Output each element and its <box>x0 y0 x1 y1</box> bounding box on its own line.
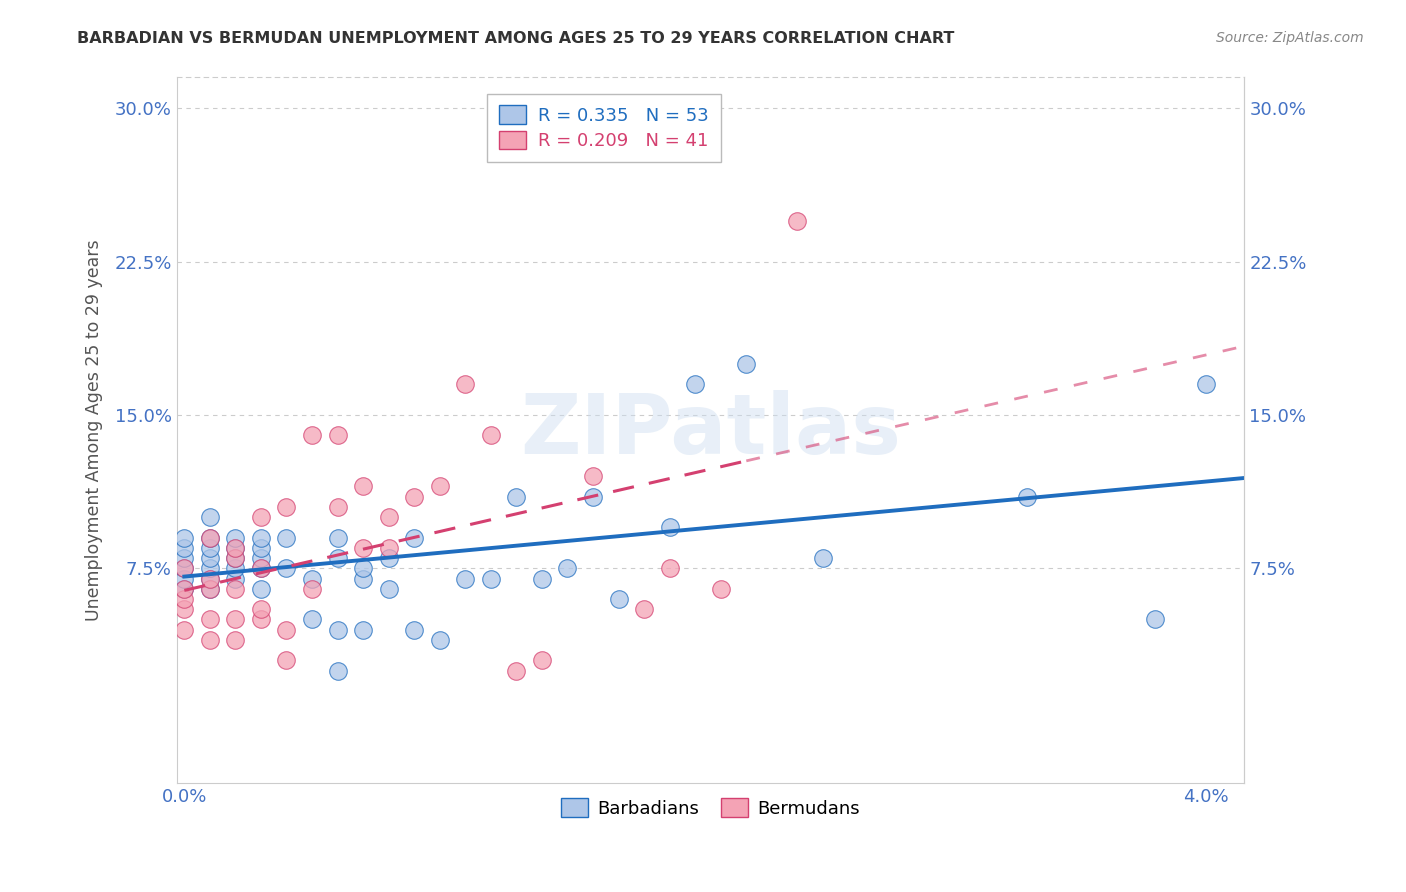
Point <box>224 632 246 647</box>
Point <box>276 653 298 667</box>
Point <box>198 531 221 545</box>
Point <box>352 541 374 555</box>
Point <box>352 561 374 575</box>
Point <box>582 490 605 504</box>
Point <box>224 541 246 555</box>
Point <box>633 602 655 616</box>
Point <box>224 572 246 586</box>
Point <box>198 541 221 555</box>
Point <box>250 510 273 524</box>
Point <box>377 541 399 555</box>
Point <box>429 479 451 493</box>
Text: BARBADIAN VS BERMUDAN UNEMPLOYMENT AMONG AGES 25 TO 29 YEARS CORRELATION CHART: BARBADIAN VS BERMUDAN UNEMPLOYMENT AMONG… <box>77 31 955 46</box>
Point <box>301 612 323 626</box>
Point <box>352 623 374 637</box>
Point <box>582 469 605 483</box>
Point <box>198 551 221 566</box>
Point <box>326 531 349 545</box>
Point <box>198 582 221 596</box>
Point <box>710 582 733 596</box>
Point <box>276 531 298 545</box>
Point <box>1195 377 1218 392</box>
Point <box>250 551 273 566</box>
Point <box>276 623 298 637</box>
Point <box>683 377 706 392</box>
Point <box>198 531 221 545</box>
Point <box>658 561 681 575</box>
Point <box>301 582 323 596</box>
Point <box>607 592 630 607</box>
Y-axis label: Unemployment Among Ages 25 to 29 years: Unemployment Among Ages 25 to 29 years <box>86 239 103 621</box>
Point <box>250 602 273 616</box>
Point <box>173 582 195 596</box>
Point <box>224 531 246 545</box>
Point <box>198 510 221 524</box>
Point <box>735 357 758 371</box>
Point <box>276 500 298 514</box>
Point <box>786 213 808 227</box>
Point <box>404 531 426 545</box>
Point <box>198 612 221 626</box>
Point <box>429 632 451 647</box>
Point <box>377 510 399 524</box>
Point <box>301 428 323 442</box>
Point <box>224 541 246 555</box>
Point <box>454 572 477 586</box>
Point <box>404 623 426 637</box>
Point <box>530 653 553 667</box>
Point <box>377 582 399 596</box>
Point <box>173 592 195 607</box>
Point <box>352 479 374 493</box>
Point <box>250 561 273 575</box>
Point <box>479 572 502 586</box>
Point <box>224 551 246 566</box>
Point <box>1017 490 1039 504</box>
Legend: Barbadians, Bermudans: Barbadians, Bermudans <box>554 791 868 825</box>
Point <box>224 561 246 575</box>
Point <box>173 551 195 566</box>
Point <box>326 428 349 442</box>
Point <box>326 500 349 514</box>
Point <box>557 561 579 575</box>
Point <box>198 561 221 575</box>
Point <box>505 664 527 678</box>
Point <box>326 623 349 637</box>
Point <box>658 520 681 534</box>
Point <box>404 490 426 504</box>
Point <box>250 561 273 575</box>
Point <box>198 572 221 586</box>
Point <box>505 490 527 504</box>
Point <box>479 428 502 442</box>
Point <box>1143 612 1166 626</box>
Point <box>173 531 195 545</box>
Point <box>173 623 195 637</box>
Point <box>326 551 349 566</box>
Point <box>352 572 374 586</box>
Point <box>198 632 221 647</box>
Point <box>250 541 273 555</box>
Point <box>173 602 195 616</box>
Point <box>250 612 273 626</box>
Text: Source: ZipAtlas.com: Source: ZipAtlas.com <box>1216 31 1364 45</box>
Point <box>224 551 246 566</box>
Point <box>811 551 834 566</box>
Point <box>173 561 195 575</box>
Text: ZIPatlas: ZIPatlas <box>520 390 901 471</box>
Point <box>173 561 195 575</box>
Point <box>173 572 195 586</box>
Point <box>173 582 195 596</box>
Point <box>454 377 477 392</box>
Point <box>224 582 246 596</box>
Point <box>377 551 399 566</box>
Point <box>198 572 221 586</box>
Point <box>250 582 273 596</box>
Point <box>173 541 195 555</box>
Point <box>530 572 553 586</box>
Point <box>224 612 246 626</box>
Point <box>276 561 298 575</box>
Point <box>301 572 323 586</box>
Point <box>326 664 349 678</box>
Point <box>198 582 221 596</box>
Point <box>250 531 273 545</box>
